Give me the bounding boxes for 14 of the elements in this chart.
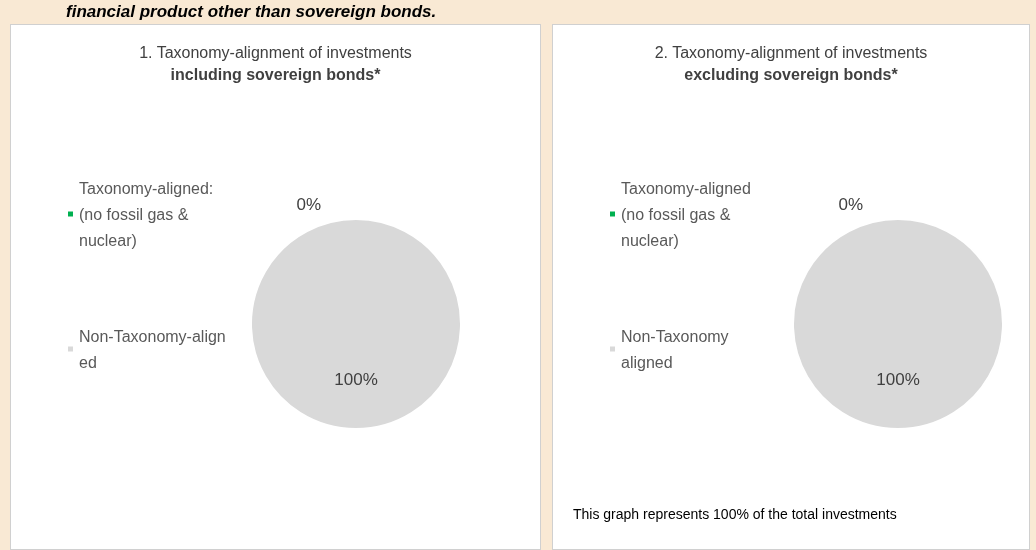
data-label: 100% <box>334 370 378 389</box>
chart-subtitle: excluding sovereign bonds* <box>684 65 899 83</box>
legend-label: Taxonomy-aligned: (no fossil gas & nuclear) <box>79 179 218 249</box>
data-label: 100% <box>876 370 920 389</box>
text: 0% <box>838 194 863 214</box>
text: financial product other than sovereign bonds. <box>66 2 437 22</box>
legend-label: Taxonomy-aligned (no fossil gas & nuclear) <box>621 179 756 249</box>
chart-title: 2. Taxonomy-alignment of investments <box>654 43 928 61</box>
legend-label: Non-Taxonomy-aligned <box>79 327 226 371</box>
text: 0% <box>296 194 321 214</box>
chart-title: 1. Taxonomy-alignment of investments <box>139 43 412 61</box>
legend-label: Non-Taxonomy aligned <box>621 327 734 371</box>
text: This graph represents 100% of the total investments <box>573 506 897 522</box>
chart-subtitle: including sovereign bonds* <box>170 65 382 83</box>
